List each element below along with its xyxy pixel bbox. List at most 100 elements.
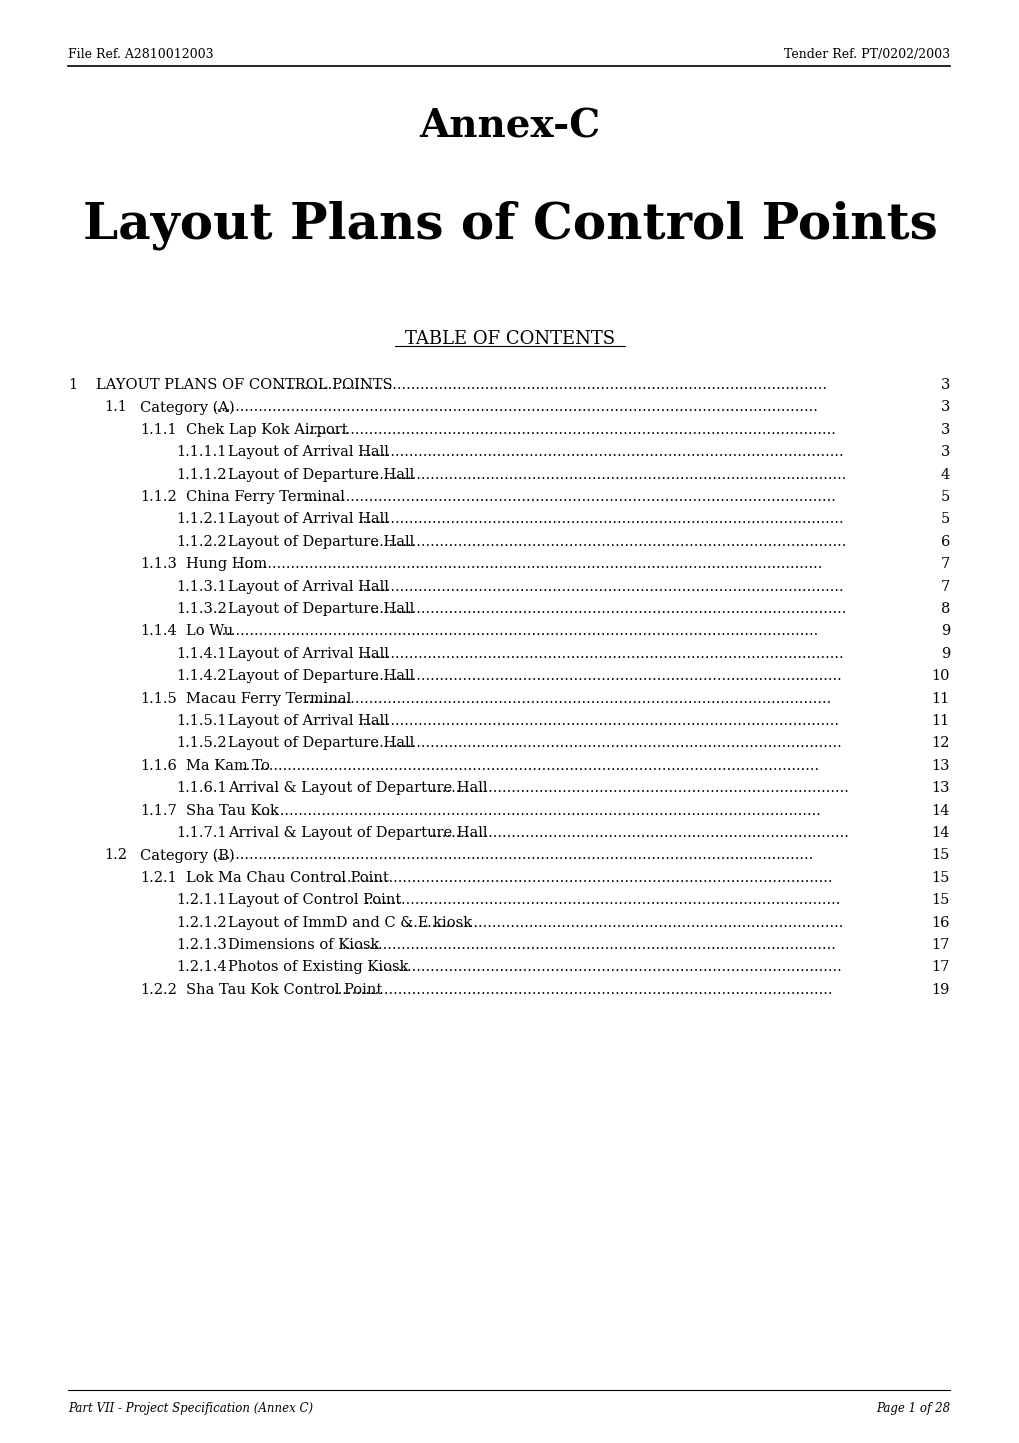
Text: ................................................................................: ........................................…	[333, 983, 833, 997]
Text: 1.1.5.1: 1.1.5.1	[176, 714, 226, 729]
Text: ................................................................................: ........................................…	[218, 625, 818, 638]
Text: 1.1.6: 1.1.6	[140, 759, 176, 773]
Text: Sha Tau Kok: Sha Tau Kok	[185, 804, 278, 818]
Text: Layout of Arrival Hall: Layout of Arrival Hall	[228, 446, 388, 459]
Text: Macau Ferry Terminal: Macau Ferry Terminal	[185, 691, 351, 706]
Text: ................................................................................: ........................................…	[428, 781, 848, 795]
Text: ................................................................................: ........................................…	[370, 468, 846, 482]
Text: 1.2.1.4: 1.2.1.4	[176, 961, 226, 974]
Text: 8: 8	[940, 602, 949, 616]
Text: Layout Plans of Control Points: Layout Plans of Control Points	[83, 201, 936, 250]
Text: 1.1.3.2: 1.1.3.2	[176, 602, 226, 616]
Text: Part VII - Project Specification (Annex C): Part VII - Project Specification (Annex …	[68, 1403, 313, 1416]
Text: Tender Ref. PT/0202/2003: Tender Ref. PT/0202/2003	[784, 48, 949, 61]
Text: Layout of Arrival Hall: Layout of Arrival Hall	[228, 714, 388, 729]
Text: 6: 6	[940, 535, 949, 548]
Text: 15: 15	[930, 893, 949, 908]
Text: ................................................................................: ........................................…	[370, 736, 841, 750]
Text: 1.2.1.2: 1.2.1.2	[176, 916, 226, 929]
Text: 1.2: 1.2	[104, 848, 127, 863]
Text: Sha Tau Kok Control Point: Sha Tau Kok Control Point	[185, 983, 382, 997]
Text: 1.2.1.3: 1.2.1.3	[176, 938, 226, 952]
Text: Layout of ImmD and C & E kiosk: Layout of ImmD and C & E kiosk	[228, 916, 472, 929]
Text: 1.1.5.2: 1.1.5.2	[176, 736, 226, 750]
Text: File Ref. A2810012003: File Ref. A2810012003	[68, 48, 213, 61]
Text: 1.1.7.1: 1.1.7.1	[176, 825, 226, 840]
Text: ................................................................................: ........................................…	[305, 423, 836, 437]
Text: Layout of Arrival Hall: Layout of Arrival Hall	[228, 580, 388, 593]
Text: ................................................................................: ........................................…	[370, 602, 846, 616]
Text: 3: 3	[940, 423, 949, 437]
Text: 7: 7	[940, 557, 949, 571]
Text: Lo Wu: Lo Wu	[185, 625, 233, 638]
Text: ................................................................................: ........................................…	[359, 714, 839, 729]
Text: 3: 3	[940, 378, 949, 392]
Text: Layout of Arrival Hall: Layout of Arrival Hall	[228, 646, 388, 661]
Text: Arrival & Layout of Departure Hall: Arrival & Layout of Departure Hall	[228, 825, 487, 840]
Text: 1.1.1.2: 1.1.1.2	[176, 468, 226, 482]
Text: 1.1.6.1: 1.1.6.1	[176, 781, 226, 795]
Text: ................................................................................: ........................................…	[359, 512, 844, 527]
Text: Photos of Existing Kiosk: Photos of Existing Kiosk	[228, 961, 408, 974]
Text: ................................................................................: ........................................…	[305, 491, 836, 504]
Text: Layout of Departure Hall: Layout of Departure Hall	[228, 468, 414, 482]
Text: 15: 15	[930, 870, 949, 885]
Text: 1.1: 1.1	[104, 400, 126, 414]
Text: 13: 13	[930, 781, 949, 795]
Text: Layout of Departure Hall: Layout of Departure Hall	[228, 670, 414, 683]
Text: 4: 4	[940, 468, 949, 482]
Text: ................................................................................: ........................................…	[212, 848, 813, 863]
Text: ................................................................................: ........................................…	[240, 759, 818, 773]
Text: 1.1.4.2: 1.1.4.2	[176, 670, 226, 683]
Text: ................................................................................: ........................................…	[428, 825, 848, 840]
Text: ................................................................................: ........................................…	[370, 670, 841, 683]
Text: 1.2.2: 1.2.2	[140, 983, 176, 997]
Text: 16: 16	[930, 916, 949, 929]
Text: Layout of Control Point: Layout of Control Point	[228, 893, 400, 908]
Text: 15: 15	[930, 848, 949, 863]
Text: 1.1.1.1: 1.1.1.1	[176, 446, 226, 459]
Text: 1.1.2.2: 1.1.2.2	[176, 535, 226, 548]
Text: Page 1 of 28: Page 1 of 28	[875, 1403, 949, 1416]
Text: 1.1.3.1: 1.1.3.1	[176, 580, 226, 593]
Text: 1.1.3: 1.1.3	[140, 557, 176, 571]
Text: 5: 5	[940, 491, 949, 504]
Text: 5: 5	[940, 512, 949, 527]
Text: 1.1.2: 1.1.2	[140, 491, 176, 504]
Text: Category (B): Category (B)	[140, 848, 234, 863]
Text: Lok Ma Chau Control Point: Lok Ma Chau Control Point	[185, 870, 388, 885]
Text: 7: 7	[940, 580, 949, 593]
Text: TABLE OF CONTENTS: TABLE OF CONTENTS	[405, 330, 614, 348]
Text: ................................................................................: ........................................…	[235, 557, 822, 571]
Text: 17: 17	[930, 938, 949, 952]
Text: 11: 11	[930, 691, 949, 706]
Text: 19: 19	[930, 983, 949, 997]
Text: Layout of Arrival Hall: Layout of Arrival Hall	[228, 512, 388, 527]
Text: ................................................................................: ........................................…	[212, 400, 817, 414]
Text: ................................................................................: ........................................…	[359, 580, 844, 593]
Text: ................................................................................: ........................................…	[273, 378, 827, 392]
Text: ................................................................................: ........................................…	[370, 535, 846, 548]
Text: ................................................................................: ........................................…	[370, 961, 841, 974]
Text: Hung Hom: Hung Hom	[185, 557, 267, 571]
Text: ................................................................................: ........................................…	[333, 870, 833, 885]
Text: 1.1.7: 1.1.7	[140, 804, 176, 818]
Text: Layout of Departure Hall: Layout of Departure Hall	[228, 736, 414, 750]
Text: 1.1.4.1: 1.1.4.1	[176, 646, 226, 661]
Text: 3: 3	[940, 446, 949, 459]
Text: LAYOUT PLANS OF CONTROL POINTS: LAYOUT PLANS OF CONTROL POINTS	[96, 378, 392, 392]
Text: ................................................................................: ........................................…	[405, 916, 844, 929]
Text: 1.2.1.1: 1.2.1.1	[176, 893, 226, 908]
Text: 13: 13	[930, 759, 949, 773]
Text: 1.1.1: 1.1.1	[140, 423, 176, 437]
Text: Annex-C: Annex-C	[419, 108, 600, 146]
Text: ................................................................................: ........................................…	[305, 691, 832, 706]
Text: 1.1.2.1: 1.1.2.1	[176, 512, 226, 527]
Text: 14: 14	[930, 825, 949, 840]
Text: Chek Lap Kok Airport: Chek Lap Kok Airport	[185, 423, 347, 437]
Text: 1.2.1: 1.2.1	[140, 870, 176, 885]
Text: 9: 9	[940, 625, 949, 638]
Text: ................................................................................: ........................................…	[341, 938, 836, 952]
Text: ................................................................................: ........................................…	[253, 804, 821, 818]
Text: ................................................................................: ........................................…	[359, 646, 844, 661]
